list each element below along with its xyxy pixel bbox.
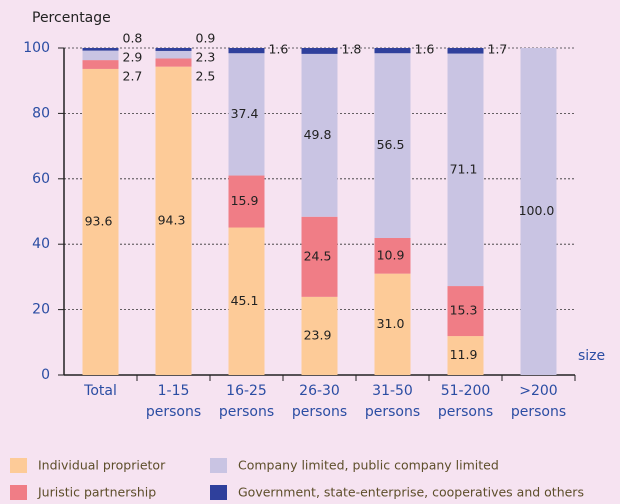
data-label: 93.6 [85,213,113,228]
data-label: 2.9 [123,50,143,65]
data-label: 45.1 [231,293,259,308]
data-label: 15.9 [231,193,259,208]
data-label: 1.6 [415,42,435,57]
data-label: 100.0 [519,203,555,218]
legend-label: Company limited, public company limited [238,458,499,473]
legend-label: Juristic partnership [37,485,156,500]
x-axis-label: size [578,348,605,364]
data-label: 1.8 [342,42,362,57]
data-label: 15.3 [450,303,478,318]
legend-label: Government, state-enterprise, cooperativ… [238,485,584,500]
data-label: 0.8 [123,31,143,46]
y-tick-label: 60 [32,171,50,187]
x-tick-label: 16-25 persons [219,383,274,420]
bar-segment [155,66,192,375]
bar-segment [374,237,411,274]
bar-segment [155,58,192,67]
legend-swatch [10,458,27,473]
bar-segment [374,273,411,375]
x-tick-label: 1-15 persons [146,383,201,420]
data-label: 11.9 [450,347,478,362]
bar-segment [447,53,484,287]
data-label: 49.8 [304,127,332,142]
data-label: 1.7 [488,42,508,57]
y-tick-label: 80 [32,105,50,121]
y-tick-label: 20 [32,302,50,318]
bar-segment [228,175,265,228]
bar-segment [82,68,119,375]
legend-swatch [210,458,227,473]
data-label: 71.1 [450,161,478,176]
bar-segment [374,48,411,54]
bar-segment [301,296,338,375]
bar-segment [301,53,338,217]
data-label: 24.5 [304,248,332,263]
data-label: 1.6 [269,42,289,57]
legend-swatch [10,485,27,500]
x-tick-label: Total [83,383,117,399]
bar-segment [447,48,484,54]
data-label: 2.7 [123,69,143,84]
data-label: 23.9 [304,327,332,342]
bar-segment [301,216,338,297]
legend-swatch [210,485,227,500]
bar-segment [374,53,411,238]
x-tick-label: 26-30 persons [292,383,347,420]
data-label: 2.3 [196,50,216,65]
y-tick-label: 40 [32,236,50,252]
bar-segment [228,53,265,176]
legend-label: Individual proprietor [38,458,166,473]
data-label: 0.9 [196,31,216,46]
data-label: 10.9 [377,247,405,262]
bar-segment [228,227,265,375]
data-label: 31.0 [377,316,405,331]
x-tick-label: >200 persons [511,383,566,420]
y-tick-label: 100 [23,40,50,56]
bar-segment [82,50,119,61]
bar-segment [447,336,484,375]
x-tick-label: 51-200 persons [438,383,493,420]
data-label: 2.5 [196,69,216,84]
bar-segment [155,48,192,51]
bar-segment [447,286,484,337]
bar-segment [228,48,265,54]
y-axis-label: Percentage [32,10,111,26]
x-tick-label: 31-50 persons [365,383,420,420]
bar-segment [82,60,119,69]
bar-segment [155,50,192,59]
bar-segment [82,48,119,51]
data-label: 56.5 [377,137,405,152]
y-tick-label: 0 [41,367,50,383]
data-label: 94.3 [158,212,186,227]
bar-segment [301,48,338,54]
bar-segment [520,48,557,375]
data-label: 37.4 [231,106,259,121]
